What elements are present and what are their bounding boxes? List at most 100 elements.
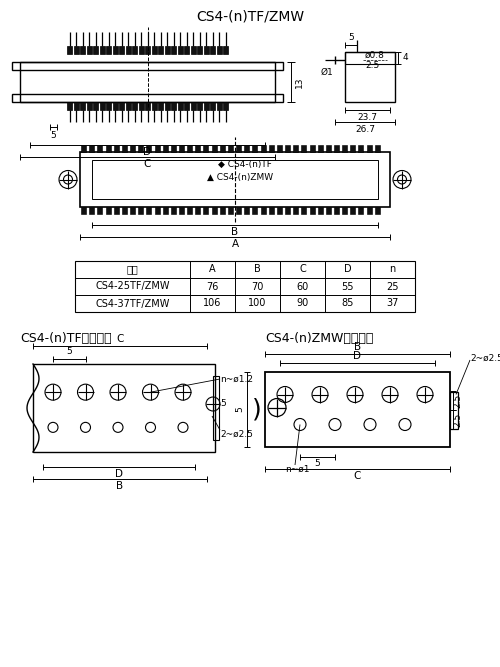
Text: 70: 70 [252,281,264,291]
Text: 100: 100 [248,299,266,309]
Bar [81,145,86,152]
Bar [158,102,163,110]
Bar [130,207,135,214]
Bar [210,102,215,110]
Bar [67,46,72,54]
Text: 5: 5 [314,460,320,468]
Bar [114,145,118,152]
Bar [119,102,124,110]
Bar [204,102,208,110]
Bar [171,46,176,54]
Bar [100,102,104,110]
Text: 2~ø2.5: 2~ø2.5 [470,354,500,362]
Text: 55: 55 [341,281,354,291]
Bar [223,102,228,110]
Bar [152,46,156,54]
Bar [162,207,168,214]
Bar [154,207,160,214]
Bar [12,62,283,70]
Bar [154,145,160,152]
Bar [93,46,98,54]
Bar [146,145,152,152]
Text: D: D [354,351,362,361]
Bar [342,145,347,152]
Bar [92,160,378,199]
Bar [132,102,137,110]
Bar [89,207,94,214]
Bar [98,207,102,214]
Text: 106: 106 [204,299,222,309]
Bar [187,145,192,152]
Text: A: A [232,239,238,249]
Bar [252,207,258,214]
Bar [184,46,189,54]
Bar [318,145,322,152]
Bar [171,207,176,214]
Bar [326,207,331,214]
Bar [196,145,200,152]
Bar [145,102,150,110]
Text: 5: 5 [220,398,226,408]
Bar [190,102,196,110]
Text: B: B [116,481,123,491]
Bar [236,145,241,152]
Bar [179,145,184,152]
Bar [86,102,92,110]
Bar [179,207,184,214]
Bar [318,207,322,214]
Bar [164,102,170,110]
Bar [244,207,249,214]
Text: n~ø1: n~ø1 [285,464,310,474]
Bar [122,207,127,214]
Text: 76: 76 [206,281,218,291]
Bar [138,145,143,152]
Bar [450,392,458,429]
Bar [375,145,380,152]
Bar [350,207,356,214]
Text: 26.7: 26.7 [355,125,375,133]
Text: n~ø1.2: n~ø1.2 [220,374,253,384]
Bar [119,46,124,54]
Text: D: D [115,469,123,479]
Bar [212,207,216,214]
Bar [145,46,150,54]
Bar [33,364,215,452]
Bar [236,207,241,214]
Text: ◆ CS4-(n)TF: ◆ CS4-(n)TF [218,159,272,169]
Bar [122,145,127,152]
Text: C: C [299,265,306,275]
Bar [112,102,117,110]
Bar [171,145,176,152]
Bar [106,46,111,54]
Bar [212,145,216,152]
Text: 5: 5 [50,131,56,139]
Bar [358,145,364,152]
Text: CS4-37TF/ZMW: CS4-37TF/ZMW [96,299,170,309]
Text: 85: 85 [342,299,353,309]
Bar [277,207,282,214]
Bar [216,46,222,54]
Bar [74,46,78,54]
Bar [178,102,182,110]
Bar [12,94,283,102]
Text: 2.5: 2.5 [454,394,462,408]
Text: CS4-(n)ZMW安装尺寸: CS4-(n)ZMW安装尺寸 [265,333,374,346]
Bar [158,46,163,54]
Bar [75,261,415,312]
Text: C: C [144,159,151,169]
Bar [366,207,372,214]
Text: 25: 25 [386,281,399,291]
Bar [197,46,202,54]
Text: 13: 13 [294,76,304,88]
Bar [213,376,219,440]
Text: 2.5: 2.5 [454,412,462,427]
Text: B: B [254,265,261,275]
Text: B: B [354,342,361,352]
Bar [80,152,390,207]
Bar [112,46,117,54]
Bar [285,145,290,152]
Bar [375,207,380,214]
Bar [260,207,266,214]
Bar [106,145,110,152]
Bar [293,207,298,214]
